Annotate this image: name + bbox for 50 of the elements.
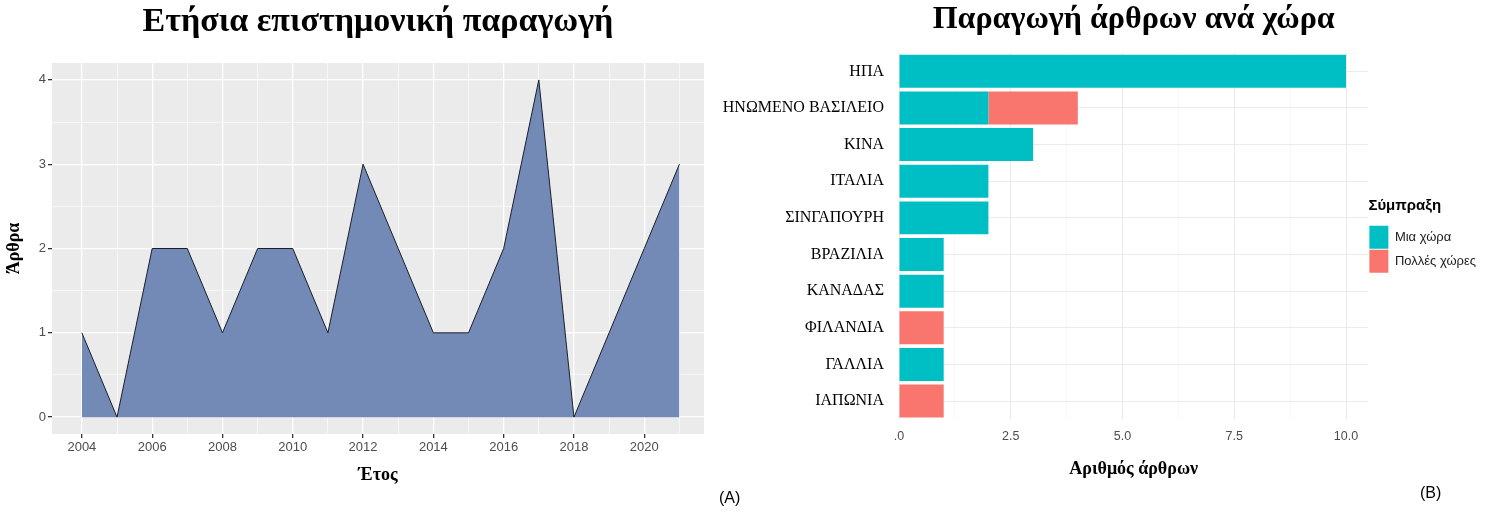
y-tick-label: ΙΤΑΛΙΑ (830, 171, 885, 189)
legend-label: Πολλές χώρες (1394, 252, 1476, 268)
y-tick-label: ΚΙΝΑ (844, 134, 885, 152)
chart-title: Ετήσια επιστημονική παραγωγή (142, 0, 614, 38)
chart-title: Παραγωγή άρθρων ανά χώρα (932, 0, 1335, 36)
y-tick-label: ΚΑΝΑΔΑΣ (806, 281, 884, 299)
x-tick-label: 2.5 (1002, 429, 1020, 444)
bar (899, 91, 989, 125)
bar (899, 164, 989, 198)
y-tick-label: ΗΠΑ (849, 61, 885, 79)
x-tick-label: 2016 (489, 439, 519, 455)
bar (988, 91, 1078, 125)
x-tick-label: 2004 (67, 439, 97, 455)
x-tick-label: 2012 (348, 439, 378, 455)
y-tick-label: ΗΝΩΜΕΝΟ ΒΑΣΙΛΕΙΟ (722, 98, 884, 116)
x-tick-label: 2010 (278, 439, 308, 455)
bar (899, 238, 944, 272)
x-axis-title: Έτος (357, 463, 399, 484)
y-tick-label: 3 (38, 155, 46, 171)
y-tick-label: 1 (38, 324, 46, 340)
x-tick-label: 10.0 (1333, 429, 1359, 444)
legend-label: Μια χώρα (1394, 228, 1452, 244)
x-tick-label: 2020 (629, 439, 659, 455)
bar (899, 201, 989, 235)
x-tick-label: 5.0 (1113, 429, 1132, 444)
bar (899, 128, 1034, 162)
bar (899, 54, 1347, 88)
y-tick-label: 2 (38, 240, 46, 256)
x-tick-label: 7.5 (1225, 429, 1243, 444)
y-tick-label: 4 (38, 71, 46, 87)
bar (899, 384, 944, 418)
bar (899, 311, 944, 345)
y-tick-label: ΒΡΑΖΙΛΙΑ (810, 244, 885, 262)
x-tick-label: 2018 (559, 439, 589, 455)
x-tick-label: 2008 (208, 439, 237, 455)
text: (A) (719, 489, 741, 507)
x-tick-label: 2014 (418, 439, 448, 455)
bar (899, 347, 944, 381)
y-axis-title: Άρθρα (3, 222, 24, 275)
y-tick-label: ΣΙΝΓΑΠΟΥΡΗ (785, 208, 885, 226)
x-tick-label: 2006 (137, 439, 167, 455)
y-tick-label: ΓΑΛΛΙΑ (825, 354, 885, 372)
legend-title: Σύμπραξη (1368, 196, 1442, 214)
text: (B) (1420, 484, 1442, 502)
bar (899, 274, 944, 308)
x-tick-label: .0 (893, 429, 905, 444)
x-axis-title: Αριθμός άρθρων (1069, 457, 1199, 478)
y-tick-label: 0 (38, 408, 46, 424)
y-tick-label: ΦΙΛΑΝΔΙΑ (805, 318, 885, 335)
y-tick-label: ΙΑΠΩΝΙΑ (815, 391, 885, 409)
